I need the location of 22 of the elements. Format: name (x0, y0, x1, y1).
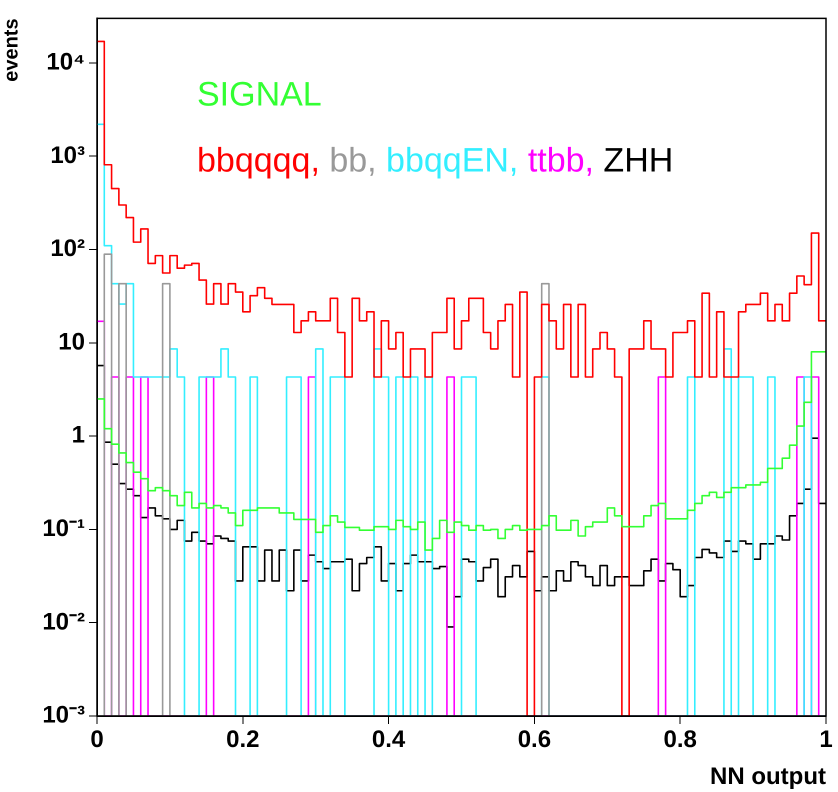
text: SIGNAL (197, 75, 322, 114)
x-tick-label: 0.6 (518, 726, 552, 754)
y-tick-label: 10² (50, 235, 86, 262)
text: bbqqqq, (197, 141, 320, 180)
y-tick-label: 10⁻² (42, 608, 86, 636)
y-tick-label: 1 (72, 422, 85, 449)
x-tick-label: 0 (90, 726, 104, 754)
x-tick-label: 0.2 (226, 726, 260, 754)
x-tick-label: 0.8 (664, 726, 697, 754)
y-axis-title: events (0, 18, 23, 82)
x-tick-label: 1 (819, 726, 833, 754)
text: ttbb, (528, 141, 594, 180)
x-tick-label: 0.4 (372, 726, 406, 754)
y-tick-label: 10³ (50, 142, 86, 169)
y-tick-label: 10 (58, 328, 85, 356)
y-tick-label: 10⁴ (46, 48, 85, 76)
text: bbqqEN, (386, 141, 518, 180)
text: ZHH (603, 141, 674, 180)
y-tick-label: 10⁻¹ (42, 515, 86, 542)
y-tick-label: 10⁻³ (42, 702, 86, 729)
text: bb, (329, 141, 377, 180)
x-axis-title: NN output (710, 763, 826, 790)
